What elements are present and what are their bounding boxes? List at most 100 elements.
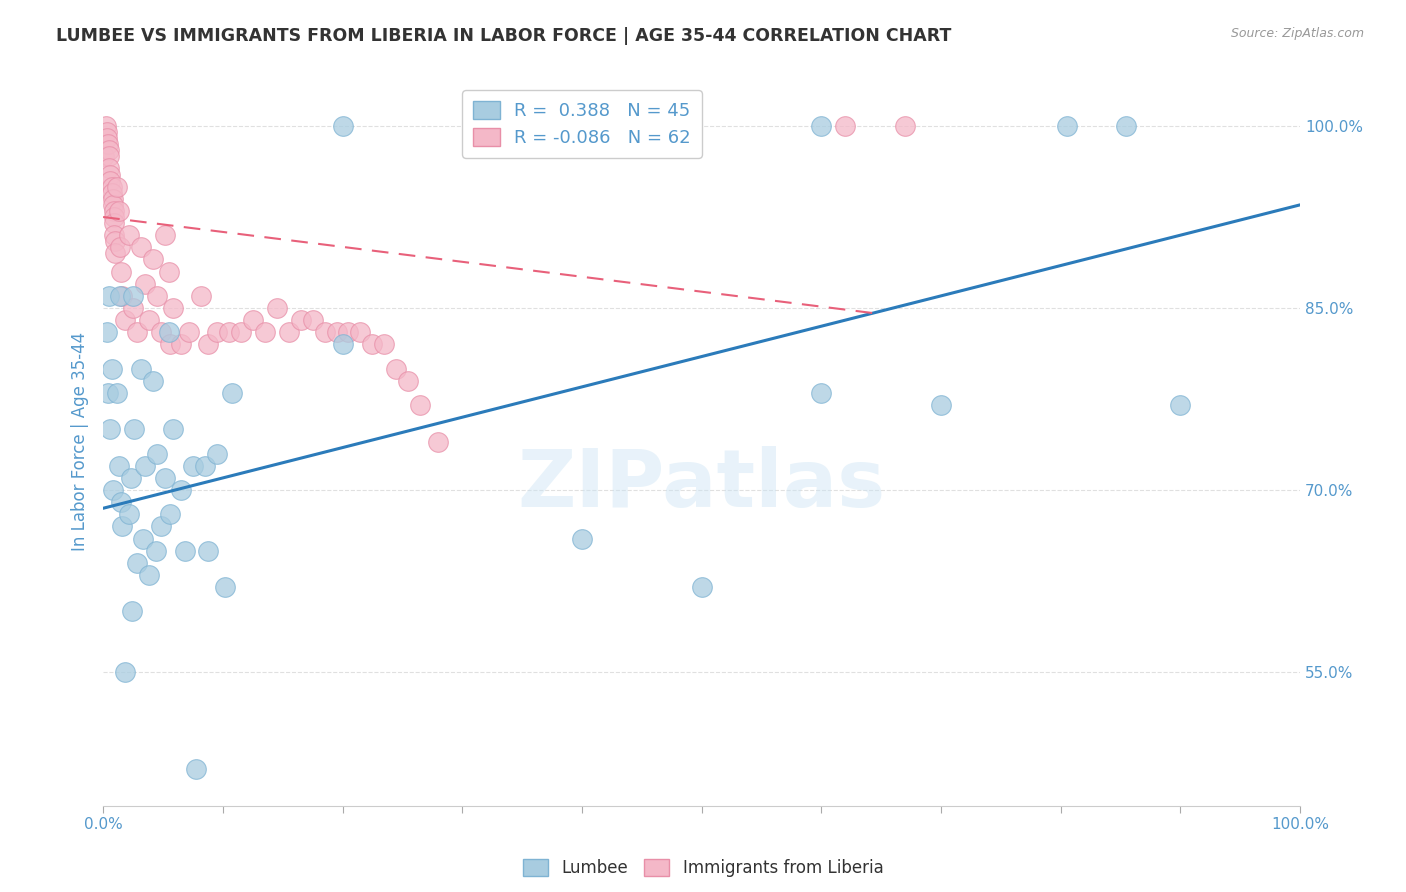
Point	[159, 337, 181, 351]
Point	[122, 422, 145, 436]
Point	[100, 179, 122, 194]
Point	[325, 326, 347, 340]
Point	[142, 252, 165, 267]
Point	[104, 234, 127, 248]
Point	[894, 119, 917, 133]
Point	[159, 508, 181, 522]
Point	[98, 161, 121, 176]
Point	[162, 422, 184, 436]
Legend: R =  0.388   N = 45, R = -0.086   N = 62: R = 0.388 N = 45, R = -0.086 N = 62	[463, 90, 702, 158]
Point	[810, 119, 832, 133]
Point	[146, 447, 169, 461]
Point	[103, 210, 125, 224]
Point	[218, 326, 240, 340]
Text: Source: ZipAtlas.com: Source: ZipAtlas.com	[1230, 27, 1364, 40]
Point	[98, 422, 121, 436]
Text: ZIPatlas: ZIPatlas	[517, 446, 886, 524]
Point	[98, 289, 121, 303]
Y-axis label: In Labor Force | Age 35-44: In Labor Force | Age 35-44	[72, 332, 89, 551]
Point	[396, 374, 419, 388]
Point	[361, 337, 384, 351]
Point	[98, 173, 121, 187]
Point	[107, 458, 129, 473]
Point	[1168, 398, 1191, 412]
Point	[100, 361, 122, 376]
Point	[111, 289, 134, 303]
Point	[170, 483, 193, 497]
Point	[253, 326, 276, 340]
Point	[142, 374, 165, 388]
Point	[173, 543, 195, 558]
Point	[373, 337, 395, 351]
Point	[107, 386, 129, 401]
Point	[96, 125, 118, 139]
Point	[108, 240, 131, 254]
Point	[157, 326, 180, 340]
Point	[134, 458, 156, 473]
Legend: Lumbee, Immigrants from Liberia: Lumbee, Immigrants from Liberia	[516, 852, 890, 884]
Point	[101, 483, 124, 497]
Point	[205, 447, 228, 461]
Point	[197, 543, 219, 558]
Point	[277, 326, 299, 340]
Point	[571, 119, 593, 133]
Point	[103, 203, 125, 218]
Point	[94, 119, 117, 133]
Point	[349, 326, 371, 340]
Point	[131, 361, 153, 376]
Point	[929, 398, 952, 412]
Point	[146, 289, 169, 303]
Point	[190, 289, 212, 303]
Point	[242, 313, 264, 327]
Point	[332, 119, 354, 133]
Point	[131, 532, 153, 546]
Point	[98, 149, 121, 163]
Point	[125, 326, 148, 340]
Point	[122, 289, 145, 303]
Point	[111, 519, 134, 533]
Point	[197, 337, 219, 351]
Point	[97, 137, 120, 152]
Point	[100, 186, 122, 200]
Point	[427, 434, 450, 449]
Point	[107, 179, 129, 194]
Point	[138, 313, 160, 327]
Point	[290, 313, 312, 327]
Point	[205, 326, 228, 340]
Point	[162, 301, 184, 315]
Point	[118, 508, 141, 522]
Point	[138, 568, 160, 582]
Point	[834, 119, 856, 133]
Point	[110, 265, 132, 279]
Point	[229, 326, 252, 340]
Point	[121, 604, 143, 618]
Point	[96, 131, 118, 145]
Point	[155, 228, 177, 243]
Point	[110, 495, 132, 509]
Point	[810, 386, 832, 401]
Point	[104, 246, 127, 260]
Point	[120, 471, 142, 485]
Point	[101, 192, 124, 206]
Point	[145, 543, 167, 558]
Point	[332, 337, 354, 351]
Point	[571, 532, 593, 546]
Point	[301, 313, 323, 327]
Point	[107, 203, 129, 218]
Point	[103, 228, 125, 243]
Point	[409, 398, 432, 412]
Point	[194, 458, 217, 473]
Point	[114, 313, 136, 327]
Point	[131, 240, 153, 254]
Point	[337, 326, 360, 340]
Point	[122, 301, 145, 315]
Point	[170, 337, 193, 351]
Point	[149, 519, 172, 533]
Point	[214, 580, 236, 594]
Point	[97, 386, 120, 401]
Point	[98, 168, 121, 182]
Point	[149, 326, 172, 340]
Point	[179, 326, 201, 340]
Point	[157, 265, 180, 279]
Point	[134, 277, 156, 291]
